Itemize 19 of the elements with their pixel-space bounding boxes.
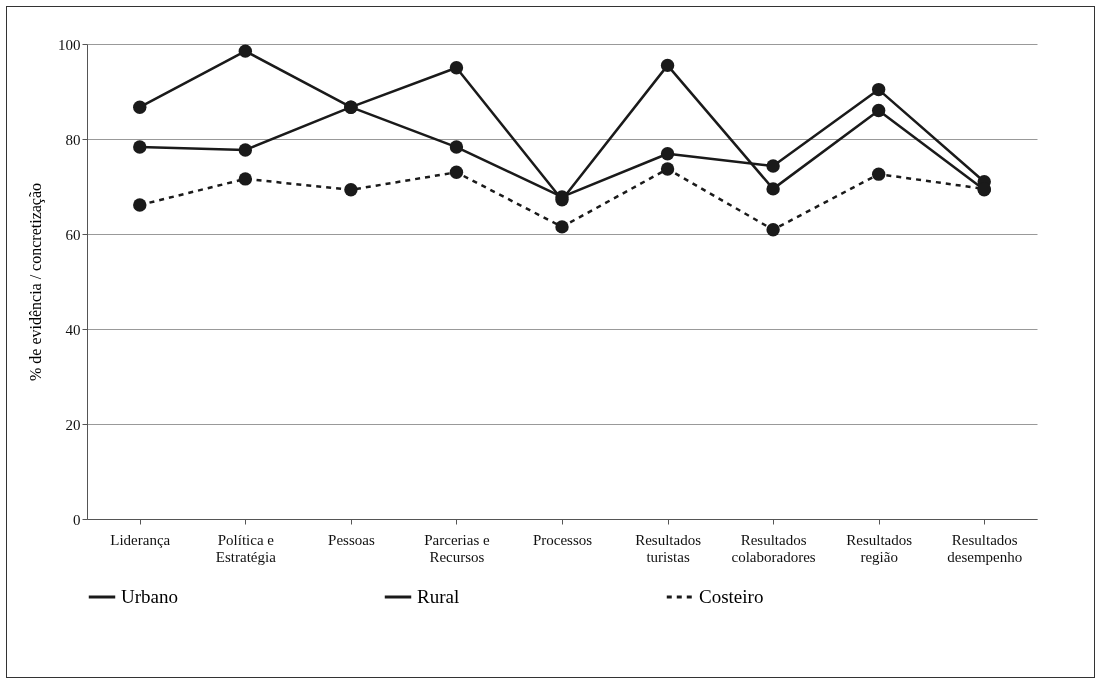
x-tick-label: Resultados colaboradores <box>731 531 816 565</box>
x-tick-label: Resultados desempenho <box>947 531 1023 565</box>
y-tick-label: 40 <box>65 321 81 338</box>
y-tick-label: 20 <box>65 416 81 433</box>
x-tick-label: Política e Estratégia <box>215 531 277 565</box>
x-tick-label: Parcerias e Recursos <box>424 531 490 565</box>
y-tick-label: 0 <box>73 511 81 528</box>
x-tick-label: Liderança <box>110 531 171 548</box>
legend-label: Rural <box>417 586 460 607</box>
legend-label: Urbano <box>121 586 178 607</box>
x-tick-label: Processos <box>532 531 593 548</box>
y-tick-label: 100 <box>58 36 81 53</box>
y-tick-label: 80 <box>65 131 81 148</box>
y-axis-title: % de evidência / concretização <box>27 182 45 382</box>
legend-label: Costeiro <box>699 586 764 607</box>
y-tick-label: 60 <box>65 226 81 243</box>
x-tick-label: Pessoas <box>328 531 375 548</box>
x-tick-label: Resultados região <box>846 531 913 565</box>
x-tick-label: Resultados turistas <box>635 531 702 565</box>
